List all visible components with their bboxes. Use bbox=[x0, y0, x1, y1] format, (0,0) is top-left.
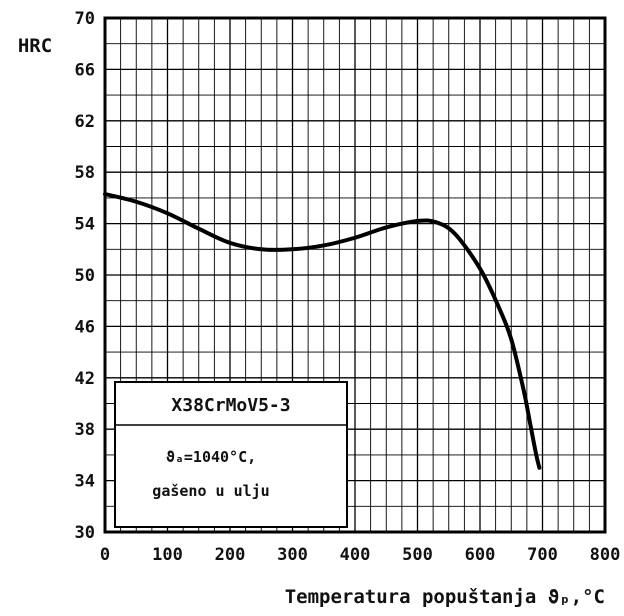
y-tick-label: 42 bbox=[75, 369, 95, 389]
x-tick-label: 800 bbox=[590, 545, 621, 565]
y-tick-label: 30 bbox=[75, 523, 95, 543]
legend-box: X38CrMoV5-3 ϑₐ=1040°C, gašeno u ulju bbox=[114, 381, 348, 528]
y-tick-label: 34 bbox=[75, 472, 95, 492]
y-tick-label: 62 bbox=[75, 112, 95, 132]
legend-line-1: ϑₐ=1040°C, bbox=[166, 448, 256, 466]
y-tick-label: 50 bbox=[75, 266, 95, 286]
x-axis-title: Temperatura popuštanja ϑₚ,°C bbox=[285, 586, 605, 608]
y-tick-label: 58 bbox=[75, 163, 95, 183]
y-axis-title: HRC bbox=[18, 35, 52, 57]
legend-title: X38CrMoV5-3 bbox=[171, 395, 290, 416]
y-tick-label: 38 bbox=[75, 420, 95, 440]
y-tick-labels: 30 34 38 42 46 50 54 58 62 66 70 bbox=[75, 9, 95, 543]
x-tick-labels: 0 100 200 300 400 500 600 700 800 bbox=[100, 545, 620, 565]
x-tick-label: 400 bbox=[340, 545, 371, 565]
plot-frame bbox=[103, 16, 607, 534]
x-tick-label: 300 bbox=[277, 545, 308, 565]
hardness-curve bbox=[103, 192, 542, 470]
x-tick-label: 700 bbox=[527, 545, 558, 565]
y-tick-label: 54 bbox=[75, 215, 95, 235]
legend-frame bbox=[114, 381, 348, 528]
legend-line-2: gašeno u ulju bbox=[152, 482, 269, 500]
x-tick-label: 200 bbox=[215, 545, 246, 565]
y-tick-label: 70 bbox=[75, 9, 95, 29]
x-tick-label: 0 bbox=[100, 545, 110, 565]
x-tick-label: 100 bbox=[152, 545, 183, 565]
y-tick-label: 46 bbox=[75, 317, 95, 337]
x-tick-label: 600 bbox=[465, 545, 496, 565]
x-tick-label: 500 bbox=[402, 545, 433, 565]
y-tick-label: 66 bbox=[75, 60, 95, 80]
